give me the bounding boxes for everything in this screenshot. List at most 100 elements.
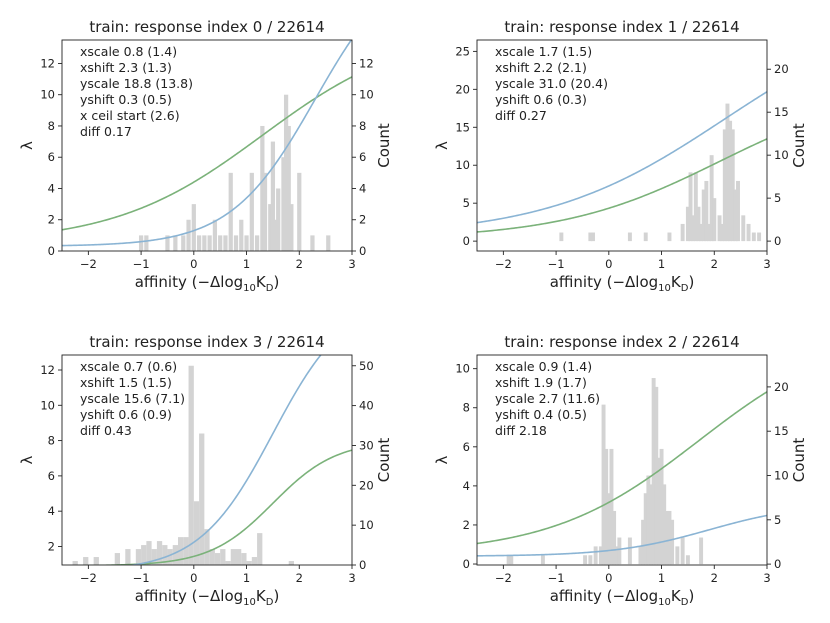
- y-tick-label: 2: [48, 539, 55, 553]
- x-tick-label: −1: [548, 257, 565, 271]
- hist-bar: [289, 204, 294, 251]
- y-axis-label: λ: [18, 141, 36, 150]
- hist-bar: [638, 546, 643, 565]
- hist-bar: [273, 219, 278, 251]
- hist-bar: [699, 223, 704, 242]
- annotation-line: yscale 18.8 (13.8): [80, 76, 193, 91]
- hist-bar: [593, 546, 598, 565]
- annotation-line: yshift 0.3 (0.5): [80, 92, 172, 107]
- y2-tick-label: 10: [359, 88, 374, 102]
- hist-bar: [260, 125, 265, 251]
- annotation-line: diff 0.17: [80, 124, 132, 139]
- hist-bar: [704, 180, 709, 242]
- hist-bar: [207, 235, 212, 251]
- x-tick-label: 2: [296, 571, 303, 585]
- annotation-line: xshift 2.3 (1.3): [80, 60, 172, 75]
- green-curve: [62, 76, 352, 231]
- hist-bar: [212, 219, 218, 251]
- hist-bar: [288, 561, 294, 565]
- annotation-line: xshift 1.9 (1.7): [495, 375, 587, 390]
- x-tick-label: 2: [711, 257, 718, 271]
- hist-bar: [146, 541, 152, 565]
- hist-bar: [701, 189, 706, 242]
- x-tick-label: −1: [133, 257, 150, 271]
- annotation-line: xscale 0.8 (1.4): [80, 44, 177, 59]
- y-tick-label: 0: [463, 557, 470, 571]
- x-tick-label: 1: [658, 571, 665, 585]
- y-tick-label: 8: [463, 401, 470, 415]
- y2-tick-label: 12: [359, 56, 374, 70]
- hist-bar: [135, 549, 142, 565]
- x-tick-label: −2: [495, 257, 512, 271]
- y2-axis-label: Count: [375, 438, 393, 483]
- hist-bar: [746, 223, 751, 242]
- x-tick-label: 2: [711, 571, 718, 585]
- hist-bar: [612, 510, 617, 565]
- y-tick-label: 15: [455, 120, 470, 134]
- hist-bar: [651, 378, 656, 565]
- x-axis-label: affinity (−Δlog10KD): [550, 587, 695, 608]
- y-tick-label: 2: [463, 518, 470, 532]
- x-tick-label: −2: [495, 571, 512, 585]
- hist-bar: [675, 546, 680, 565]
- hist-bar: [667, 510, 672, 565]
- y2-tick-label: 0: [359, 558, 366, 572]
- x-axis-label: affinity (−Δlog10KD): [550, 273, 695, 294]
- hist-bar: [141, 545, 147, 565]
- hist-bar: [725, 103, 730, 242]
- y-tick-label: 5: [463, 196, 470, 210]
- hist-bar: [230, 549, 236, 565]
- hist-bar: [83, 557, 89, 565]
- hist-bar: [114, 553, 120, 565]
- annotation-line: xshift 1.5 (1.5): [80, 375, 172, 390]
- y2-tick-label: 6: [359, 150, 366, 164]
- hist-bar: [664, 510, 669, 565]
- hist-bar: [659, 448, 664, 565]
- x-tick-label: 3: [763, 257, 770, 271]
- hist-bar: [643, 493, 648, 565]
- hist-bar: [310, 235, 315, 251]
- y-tick-label: 0: [48, 244, 55, 258]
- hist-bar: [186, 219, 191, 251]
- hist-bar: [641, 519, 646, 565]
- hist-bar: [506, 555, 511, 565]
- y2-tick-label: 30: [359, 438, 374, 452]
- hist-bar: [225, 561, 231, 565]
- hist-bar: [601, 404, 606, 565]
- x-tick-label: −2: [80, 257, 97, 271]
- y2-tick-label: 10: [774, 148, 789, 162]
- hist-bar: [656, 457, 661, 565]
- hist-bar: [604, 448, 609, 565]
- y2-tick-label: 10: [359, 518, 374, 532]
- y-tick-label: 0: [463, 234, 470, 248]
- x-tick-label: 1: [243, 257, 250, 271]
- hist-bar: [670, 519, 675, 565]
- histogram: [559, 103, 762, 242]
- x-tick-label: −1: [548, 571, 565, 585]
- annotation-line: diff 0.27: [495, 108, 547, 123]
- annotation-line: xshift 2.2 (2.1): [495, 60, 587, 75]
- y-tick-label: 6: [463, 440, 470, 454]
- hist-bar: [165, 235, 170, 251]
- hist-bar: [283, 94, 289, 251]
- plot-frame: [61, 39, 353, 252]
- hist-bar: [717, 215, 722, 242]
- hist-bar: [688, 172, 693, 242]
- y2-axis-label: Count: [790, 123, 808, 168]
- y2-tick-label: 40: [359, 399, 374, 413]
- x-tick-label: 3: [348, 257, 355, 271]
- hist-bar: [680, 537, 685, 565]
- annotation-line: xscale 0.9 (1.4): [495, 359, 592, 374]
- hist-bar: [720, 223, 725, 242]
- hist-bar: [220, 549, 226, 565]
- hist-bar: [72, 561, 78, 565]
- y-axis-label: λ: [433, 141, 451, 150]
- hist-bar: [685, 555, 690, 565]
- y2-tick-label: 0: [774, 234, 781, 248]
- y-tick-label: 8: [48, 119, 55, 133]
- hist-bar: [699, 537, 704, 565]
- x-tick-label: 1: [243, 571, 250, 585]
- y-tick-label: 4: [48, 504, 55, 518]
- hist-bar: [241, 553, 247, 565]
